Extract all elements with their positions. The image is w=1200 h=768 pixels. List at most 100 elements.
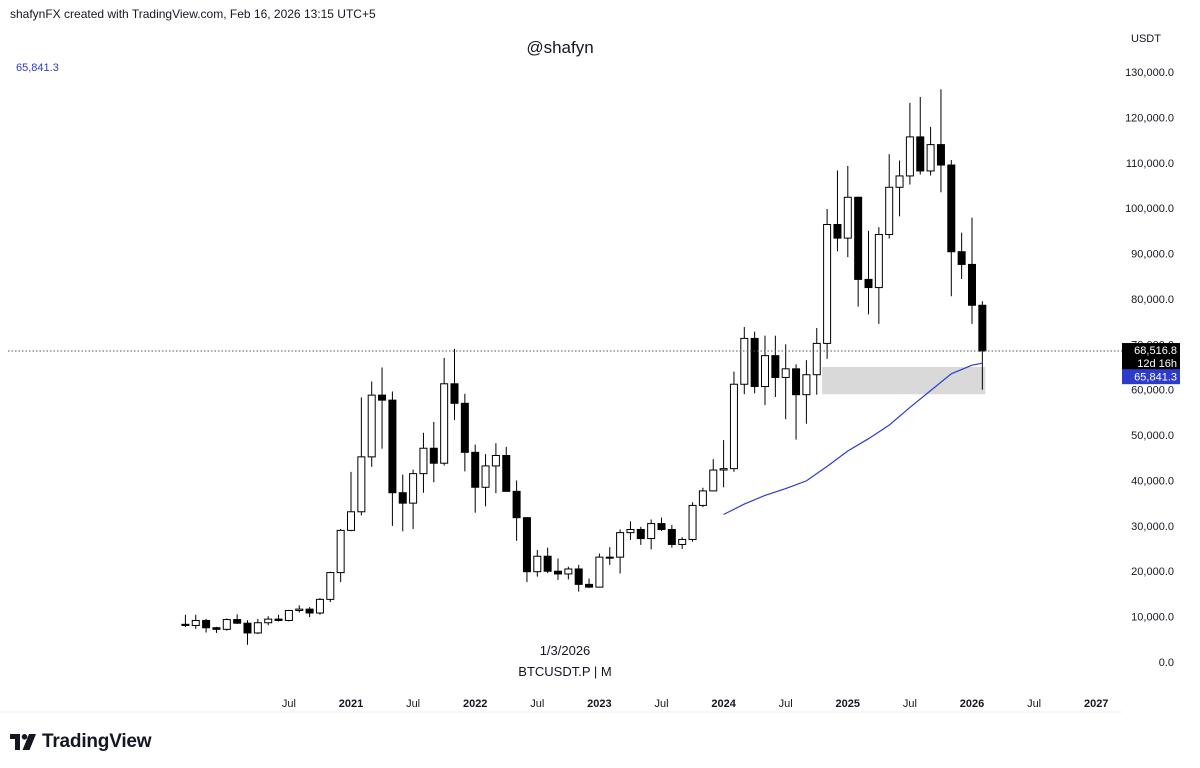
candle[interactable] [409, 469, 418, 530]
candle[interactable] [233, 614, 242, 624]
candle[interactable] [843, 165, 852, 258]
candle[interactable] [688, 502, 697, 542]
price-tick-label: 20,000.0 [1131, 566, 1174, 578]
candle[interactable] [512, 480, 521, 541]
demand-zone[interactable] [822, 367, 986, 395]
candle[interactable] [740, 327, 749, 395]
candle[interactable] [626, 521, 635, 540]
candle[interactable] [729, 371, 738, 472]
candle[interactable] [657, 517, 666, 531]
candle[interactable] [481, 454, 490, 507]
candle[interactable] [357, 397, 366, 516]
candle-body-down [947, 164, 956, 253]
candle[interactable] [398, 474, 407, 532]
candle[interactable] [916, 96, 925, 175]
candle[interactable] [812, 327, 821, 395]
candle[interactable] [564, 566, 573, 580]
candle[interactable] [647, 519, 656, 550]
candle[interactable] [636, 526, 645, 545]
candle[interactable] [698, 487, 707, 508]
candle[interactable] [895, 160, 904, 217]
candle[interactable] [709, 459, 718, 492]
candle[interactable] [212, 626, 221, 633]
candle[interactable] [667, 524, 676, 548]
candle[interactable] [543, 547, 552, 574]
moving-average-line[interactable] [723, 362, 983, 516]
candle[interactable] [367, 381, 376, 467]
candle[interactable] [554, 558, 562, 580]
candle[interactable] [388, 391, 397, 526]
tradingview-footer[interactable]: TradingView [10, 729, 152, 755]
candle[interactable] [968, 217, 976, 324]
candle[interactable] [585, 578, 594, 589]
candle[interactable] [854, 196, 863, 307]
candle[interactable] [264, 616, 273, 626]
candle[interactable] [874, 227, 883, 324]
candle[interactable] [336, 529, 345, 583]
candle[interactable] [771, 335, 780, 397]
price-tick-label: 0.0 [1159, 657, 1174, 669]
candle[interactable] [429, 421, 438, 483]
candle[interactable] [957, 232, 966, 279]
candle[interactable] [191, 614, 200, 629]
candle[interactable] [315, 598, 324, 615]
candle[interactable] [936, 89, 945, 193]
candle[interactable] [574, 564, 583, 592]
candle-body-down [181, 623, 190, 626]
symbol-interval[interactable]: BTCUSDT.P | M [518, 664, 612, 679]
candle-body-up [616, 532, 625, 558]
candle[interactable] [781, 344, 790, 420]
candle[interactable] [833, 170, 842, 252]
candle[interactable] [678, 537, 687, 549]
candle[interactable] [533, 549, 542, 577]
candle[interactable] [326, 571, 335, 603]
candle[interactable] [522, 517, 531, 583]
candle-body-up [315, 598, 324, 614]
candle[interactable] [295, 605, 304, 613]
candle-body-down [233, 619, 242, 624]
bar-countdown: 12d 16h [1137, 358, 1177, 370]
time-tick-label: 2023 [587, 698, 611, 710]
candle[interactable] [450, 348, 459, 421]
candle[interactable] [905, 102, 914, 185]
time-axis[interactable]: Jul 2021 Jul 2022 Jul 2023 Jul 2024 Jul 2025 Jul 20… [0, 698, 1122, 713]
candle[interactable] [792, 364, 801, 440]
candle[interactable] [253, 618, 262, 635]
candle[interactable] [616, 529, 625, 574]
candle[interactable] [719, 440, 728, 488]
candle[interactable] [761, 335, 769, 406]
candle[interactable] [502, 446, 511, 492]
candle[interactable] [419, 432, 428, 493]
candle-body-down [864, 278, 873, 289]
candle-body-down [429, 447, 438, 464]
price-tick-label: 130,000.0 [1125, 67, 1174, 79]
candle[interactable] [222, 618, 231, 631]
candle-body-down [957, 251, 966, 265]
candle[interactable] [274, 614, 283, 622]
candle[interactable] [491, 443, 500, 494]
candle[interactable] [181, 614, 190, 628]
candle[interactable] [802, 360, 811, 424]
price-axis[interactable]: 130,000.0 120,000.0 110,000.0 100,000.0 90,0… [1125, 67, 1174, 669]
currency-label: USDT [1131, 33, 1161, 45]
candle[interactable] [595, 553, 604, 588]
candle[interactable] [926, 126, 935, 176]
candle[interactable] [284, 609, 293, 622]
candle[interactable] [471, 444, 480, 513]
candle[interactable] [823, 209, 832, 359]
candle[interactable] [378, 367, 387, 449]
candle[interactable] [305, 607, 314, 618]
candle[interactable] [243, 620, 252, 645]
candle[interactable] [202, 618, 211, 633]
candle[interactable] [460, 393, 469, 472]
candle[interactable] [885, 154, 894, 239]
candle[interactable] [750, 331, 759, 394]
candle[interactable] [864, 230, 873, 315]
moving-average-price-label: 65,841.3 [1122, 369, 1180, 385]
candle-body-up [843, 196, 852, 239]
candle[interactable] [440, 357, 449, 466]
candle[interactable] [347, 471, 355, 532]
candle[interactable] [947, 160, 956, 297]
candle[interactable] [605, 547, 614, 565]
